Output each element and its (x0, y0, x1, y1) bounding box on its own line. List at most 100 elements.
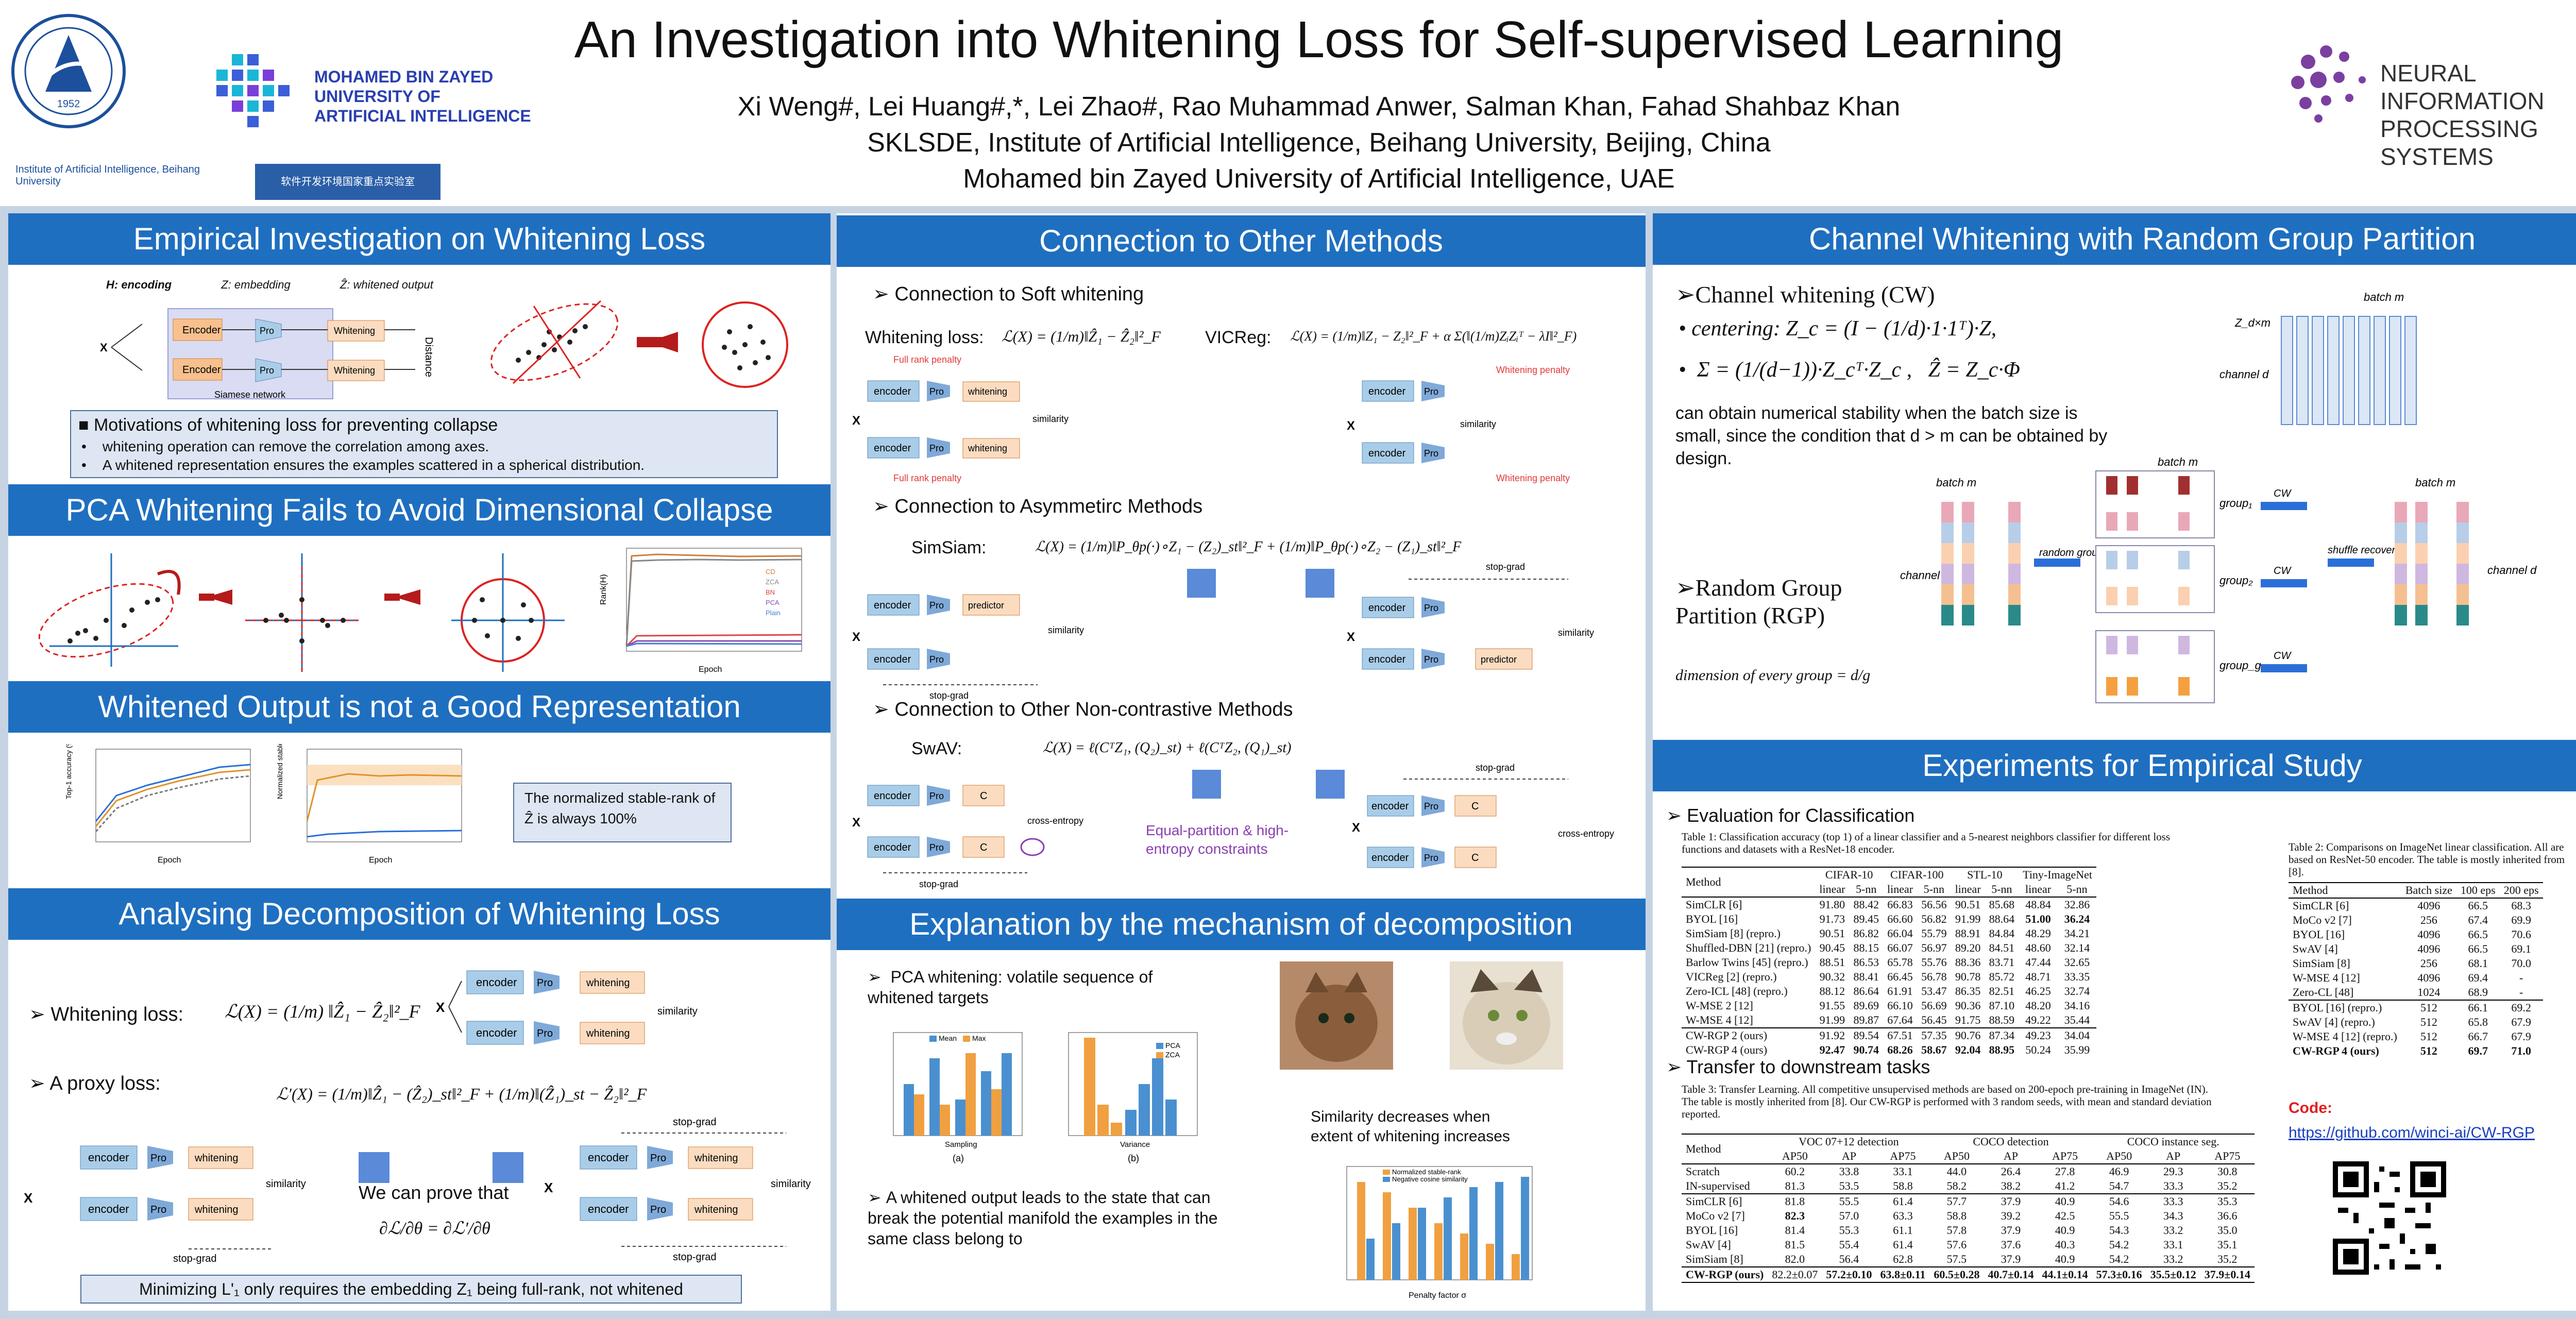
row-label: SimSiam [8] (repro.) (1686, 927, 1781, 940)
table-cell: 40.3 (2055, 1238, 2075, 1251)
row-label: W-MSE 4 [12] (1686, 1013, 1753, 1026)
svg-text:CD: CD (766, 568, 775, 576)
table-cell: 40.9 (2055, 1195, 2075, 1208)
svg-text:batch m: batch m (1936, 476, 1976, 489)
poster-header: 1952 Institute of Artificial Intelligenc… (0, 0, 2576, 206)
svg-text:X: X (1347, 419, 1355, 433)
table-cell: 38.2 (2001, 1179, 2021, 1192)
row-label: Scratch (1686, 1165, 1720, 1178)
svg-text:Normalized stable-rank: Normalized stable-rank (1392, 1168, 1461, 1176)
svg-text:Pro: Pro (537, 977, 553, 989)
table-cell: 88.95 (1989, 1043, 2015, 1056)
row-label: BYOL [16] (1686, 1224, 1738, 1237)
table-row: Zero-CL [48] 1024 68.9 - (2289, 985, 2543, 1000)
table-row: CW-RGP 4 (ours) 512 69.7 71.0 (2289, 1044, 2543, 1058)
table-cell: 34.21 (2064, 927, 2090, 940)
svg-text:whitening: whitening (194, 1204, 239, 1215)
table-cell: 512 (2420, 1030, 2437, 1043)
svg-text:Z_d×m: Z_d×m (2234, 316, 2270, 329)
table-cell: 4096 (2417, 971, 2441, 984)
proxy-loss-label: ➢ A proxy loss: (29, 1073, 161, 1094)
svg-text:Pro: Pro (929, 842, 944, 853)
svg-text:whitening: whitening (586, 977, 630, 989)
table-cell: 34.16 (2064, 999, 2090, 1012)
pca-collapse-illustration (38, 553, 565, 672)
row-label: CW-RGP (ours) (1686, 1268, 1764, 1281)
affiliation-2: Mohamed bin Zayed University of Artifici… (963, 164, 1675, 194)
svg-text:encoder: encoder (874, 600, 911, 611)
table-row: W-MSE 4 [12] 91.99 89.87 67.64 56.45 91.75 88.… (1682, 1013, 2096, 1028)
whitening-loss-formula: ℒ(X) = (1/m) ‖Ẑ₁ − Ẑ₂‖²_F (225, 1001, 420, 1022)
svg-text:whitening: whitening (194, 1153, 239, 1164)
vicreg-formula: ℒ(X) = (1/m)‖Z₁ − Z₂‖²_F + α Σ(‖(1/m)ZᵢZ… (1290, 329, 1577, 344)
table-cell: 81.8 (1785, 1195, 1805, 1208)
svg-text:encoder: encoder (1368, 448, 1406, 459)
motivation-item-1: • whitening operation can remove the cor… (81, 438, 489, 454)
table-cell: 82.2±0.07 (1772, 1268, 1818, 1281)
table-row: VICReg [2] (repro.) 90.32 88.41 66.45 56.78 9… (1682, 970, 2096, 984)
swav-diagram: X encoder encoder Pro Pro C C cross-entr… (852, 785, 1083, 889)
table-cell: 34.3 (2163, 1209, 2183, 1222)
table-cell: 34.04 (2064, 1029, 2090, 1042)
table-cell: 66.07 (1887, 941, 1913, 954)
buaa-logo: 1952 (9, 4, 128, 138)
svg-text:similarity: similarity (1048, 625, 1084, 635)
svg-text:similarity: similarity (771, 1178, 811, 1190)
accuracy-chart: Top-1 accuracy (%) Epoch (65, 744, 251, 865)
svg-text:C: C (1471, 852, 1479, 864)
table-cell: 90.78 (1955, 970, 1981, 983)
table-row: SimSiam [8] 256 68.1 70.0 (2289, 956, 2543, 971)
table-cell: 61.4 (1893, 1238, 1913, 1251)
svg-text:X: X (24, 1190, 33, 1206)
table-row: BYOL [16] 4096 66.5 70.6 (2289, 927, 2543, 942)
table-cell: 91.99 (1955, 912, 1981, 925)
vicreg-label: VICReg: (1205, 328, 1272, 347)
table-cell: 32.14 (2064, 941, 2090, 954)
table-row: SimSiam [8] (repro.) 90.51 86.82 66.04 55.79… (1682, 926, 2096, 941)
vicreg-diagram: X encoder encoder Pro Pro similarity Whi… (1347, 365, 1570, 483)
row-label: BYOL [16] (repro.) (2293, 1001, 2382, 1014)
row-label: SimCLR [6] (1686, 1195, 1742, 1208)
svg-text:Epoch: Epoch (369, 856, 392, 865)
asymmetric-label: ➢ Connection to Asymmetirc Methods (873, 496, 1203, 517)
svg-text:ZCA: ZCA (1165, 1051, 1180, 1059)
table-cell: 60.5±0.28 (1934, 1268, 1980, 1281)
neurips-logo: NEURAL INFORMATION PROCESSING SYSTEMS (2277, 31, 2576, 170)
table-cell: 66.83 (1887, 898, 1913, 911)
table-cell: 92.47 (1819, 1043, 1845, 1056)
table-cell: 63.8±0.11 (1880, 1268, 1926, 1281)
motivation-title: ■ Motivations of whitening loss for prev… (78, 415, 498, 435)
table-cell: 88.91 (1955, 927, 1981, 940)
svg-text:encoder: encoder (874, 842, 911, 853)
table-cell: 36.24 (2064, 912, 2090, 925)
svg-text:batch m: batch m (2364, 291, 2404, 303)
table-cell: 41.2 (2055, 1179, 2075, 1192)
table-row: CW-RGP 2 (ours) 91.92 89.54 67.51 57.35 90.76… (1682, 1028, 2096, 1043)
table-cell: 88.59 (1989, 1013, 2015, 1026)
table-cell: 82.0 (1785, 1253, 1805, 1265)
left-arrow-icon (359, 1152, 389, 1183)
table-cell: 33.8 (1839, 1165, 1859, 1178)
svg-text:encoder: encoder (588, 1151, 629, 1164)
table-cell: 69.2 (2511, 1001, 2531, 1014)
row-label: BYOL [16] (2293, 928, 2345, 941)
table-row: CW-RGP (ours) 82.2±0.07 57.2±0.10 63.8±0.11… (1682, 1267, 2255, 1282)
section-empirical-heading: Empirical Investigation on Whitening Los… (8, 213, 831, 265)
table-cell: 32.86 (2064, 898, 2090, 911)
cat-image-1 (1280, 961, 1393, 1070)
evaluation-label: ➢ Evaluation for Classification (1666, 805, 1915, 826)
table-cell: 60.2 (1785, 1165, 1805, 1178)
svg-text:Whitening: Whitening (334, 326, 375, 336)
simsiam-diagram: X encoder encoder Pro Pro predictor simi… (852, 594, 1084, 701)
table-cell: 84.51 (1989, 941, 2015, 954)
svg-text:stop-grad: stop-grad (1486, 562, 1525, 572)
table-cell: 90.32 (1819, 970, 1845, 983)
table3-caption: Table 3: Transfer Learning. All competit… (1682, 1083, 2212, 1120)
table-cell: 86.53 (1853, 956, 1879, 969)
author-block: Xi Weng#, Lei Huang#,*, Lei Zhao#, Rao M… (0, 89, 2576, 197)
table-cell: 57.3±0.16 (2096, 1268, 2142, 1281)
code-link[interactable]: https://github.com/winci-ai/CW-RGP (2289, 1124, 2535, 1141)
svg-text:encoder: encoder (1371, 852, 1409, 864)
svg-text:similarity: similarity (266, 1178, 306, 1190)
table-cell: 29.3 (2163, 1165, 2183, 1178)
